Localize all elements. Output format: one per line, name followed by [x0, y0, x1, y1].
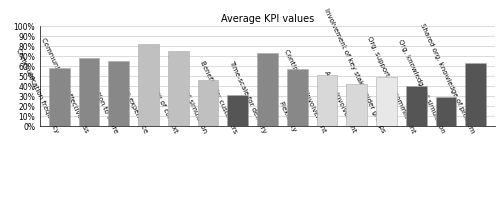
Bar — [108, 61, 129, 126]
Bar — [406, 86, 426, 126]
Bar — [346, 84, 367, 126]
Bar — [466, 63, 486, 126]
Bar — [287, 69, 308, 126]
Bar — [436, 97, 456, 126]
Bar — [49, 68, 70, 126]
Title: Average KPI values: Average KPI values — [221, 14, 314, 24]
Bar — [138, 44, 159, 126]
Bar — [198, 80, 218, 126]
Bar — [228, 95, 248, 126]
Bar — [316, 75, 338, 126]
Bar — [376, 77, 397, 126]
Bar — [168, 51, 188, 126]
Bar — [257, 53, 278, 126]
Bar — [78, 58, 100, 126]
